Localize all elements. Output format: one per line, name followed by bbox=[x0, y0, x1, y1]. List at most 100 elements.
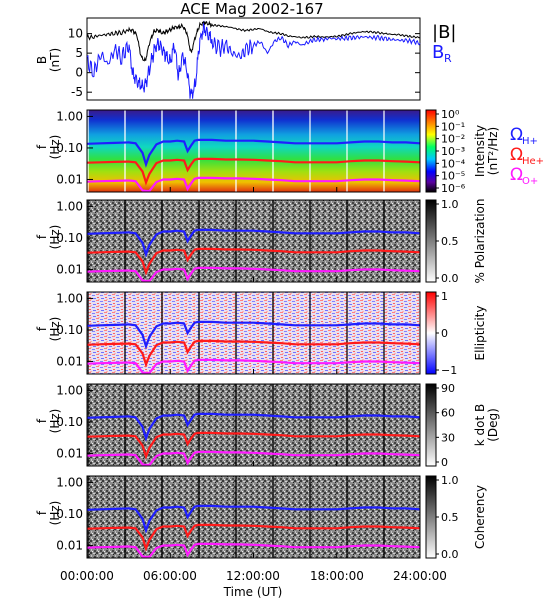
polarization-texture bbox=[198, 200, 200, 282]
intensity-texture bbox=[124, 110, 126, 192]
x-tick-label-2: 12:00:00 bbox=[226, 569, 280, 583]
intensity-omega-o-line bbox=[86, 176, 421, 193]
series-b-total-line bbox=[86, 20, 421, 62]
intensity-texture bbox=[383, 110, 385, 192]
coherency-colorbar-label-0: 1.0 bbox=[441, 474, 459, 487]
k-dot-b-colorbar-unit: (Deg) bbox=[486, 408, 500, 442]
ellipticity-texture bbox=[272, 292, 274, 374]
k-dot-b-texture bbox=[272, 384, 274, 466]
polarization-texture bbox=[124, 200, 126, 282]
intensity-texture bbox=[235, 110, 237, 192]
intensity-texture bbox=[161, 110, 163, 192]
k-dot-b-colorbar bbox=[425, 383, 437, 467]
k-dot-b-texture bbox=[198, 384, 200, 466]
k-dot-b-texture bbox=[309, 384, 311, 466]
coherency-texture bbox=[235, 476, 237, 558]
k-dot-b-texture bbox=[161, 384, 163, 466]
ellipticity-texture bbox=[235, 292, 237, 374]
polarization-texture bbox=[346, 200, 348, 282]
coherency-ytick-label-2: 0.01 bbox=[56, 538, 83, 552]
polarization-texture bbox=[346, 200, 348, 282]
intensity-texture bbox=[346, 110, 348, 192]
polarization-texture bbox=[87, 200, 89, 282]
intensity-texture bbox=[198, 110, 200, 192]
polarization-texture bbox=[309, 200, 311, 282]
k-dot-b-texture bbox=[198, 384, 200, 466]
ellipticity-texture bbox=[383, 292, 385, 374]
polarization-texture bbox=[198, 200, 200, 282]
k-dot-b-texture bbox=[383, 384, 385, 466]
ellipticity-texture bbox=[272, 292, 274, 374]
ellipticity-omega-h-line bbox=[86, 320, 421, 350]
ellipticity-texture bbox=[383, 292, 385, 374]
coherency-texture bbox=[272, 476, 274, 558]
polarization-texture bbox=[309, 200, 311, 282]
k-dot-b-texture bbox=[383, 384, 385, 466]
k-dot-b-texture bbox=[124, 384, 126, 466]
coherency-texture bbox=[383, 476, 385, 558]
coherency-texture bbox=[309, 476, 311, 558]
ellipticity-texture bbox=[124, 292, 126, 374]
legend-omega-o-sub: O+ bbox=[522, 176, 538, 187]
coherency-texture bbox=[124, 476, 126, 558]
legend-omega-h: Ω bbox=[510, 125, 523, 145]
k-dot-b-texture bbox=[124, 384, 126, 466]
intensity-texture bbox=[198, 110, 200, 192]
intensity-texture bbox=[87, 110, 89, 192]
intensity-texture bbox=[346, 110, 348, 192]
intensity-texture bbox=[309, 110, 311, 192]
coherency-texture bbox=[161, 476, 163, 558]
ellipticity-texture bbox=[198, 292, 200, 374]
ellipticity-texture bbox=[346, 292, 348, 374]
polarization-ylabel-unit: (Hz) bbox=[48, 225, 62, 250]
ellipticity-colorbar-title: Ellipticity bbox=[473, 306, 487, 361]
polarization-texture bbox=[161, 200, 163, 282]
ellipticity-ytick-label-2: 0.01 bbox=[56, 354, 83, 368]
coherency-texture bbox=[87, 476, 89, 558]
intensity-ylabel-unit: (Hz) bbox=[48, 135, 62, 160]
intensity-texture bbox=[161, 110, 163, 192]
ellipticity-texture bbox=[161, 292, 163, 374]
intensity-texture bbox=[161, 110, 163, 192]
polarization-texture bbox=[235, 200, 237, 282]
k-dot-b-texture bbox=[124, 384, 126, 466]
x-tick-label-1: 06:00:00 bbox=[143, 569, 197, 583]
polarization-texture bbox=[235, 200, 237, 282]
ellipticity-texture bbox=[87, 292, 89, 374]
k-dot-b-omega-o-line bbox=[86, 450, 421, 467]
k-dot-b-texture bbox=[161, 384, 163, 466]
polarization-texture bbox=[235, 200, 237, 282]
k-dot-b-colorbar-label-2: 30 bbox=[441, 431, 455, 444]
x-axis-label: Time (UT) bbox=[223, 585, 283, 599]
ellipticity-texture bbox=[124, 292, 126, 374]
coherency-texture bbox=[383, 476, 385, 558]
k-dot-b-texture bbox=[161, 384, 163, 466]
intensity-texture bbox=[383, 110, 385, 192]
polarization-texture bbox=[198, 200, 200, 282]
polarization-texture bbox=[161, 200, 163, 282]
polarization-texture bbox=[161, 200, 163, 282]
x-tick-label-0: 00:00:00 bbox=[60, 569, 114, 583]
k-dot-b-texture bbox=[272, 384, 274, 466]
coherency-texture bbox=[309, 476, 311, 558]
polarization-texture bbox=[309, 200, 311, 282]
intensity-ytick-label-0: 1.00 bbox=[56, 109, 83, 123]
k-dot-b-texture bbox=[272, 384, 274, 466]
k-dot-b-texture bbox=[198, 384, 200, 466]
polarization-colorbar-label-1: 0.5 bbox=[441, 235, 459, 248]
coherency-texture bbox=[383, 476, 385, 558]
intensity-texture bbox=[198, 110, 200, 192]
legend-b-r: B bbox=[432, 42, 444, 63]
ellipticity-texture bbox=[346, 292, 348, 374]
polarization-texture bbox=[124, 200, 126, 282]
ellipticity-ylabel: f bbox=[35, 326, 49, 331]
polarization-texture bbox=[124, 200, 126, 282]
coherency-texture bbox=[124, 476, 126, 558]
intensity-texture bbox=[235, 110, 237, 192]
polarization-ytick-label-2: 0.01 bbox=[56, 262, 83, 276]
polarization-texture bbox=[272, 200, 274, 282]
coherency-texture bbox=[383, 476, 385, 558]
ellipticity-texture bbox=[272, 292, 274, 374]
ellipticity-texture bbox=[235, 292, 237, 374]
ellipticity-texture bbox=[309, 292, 311, 374]
